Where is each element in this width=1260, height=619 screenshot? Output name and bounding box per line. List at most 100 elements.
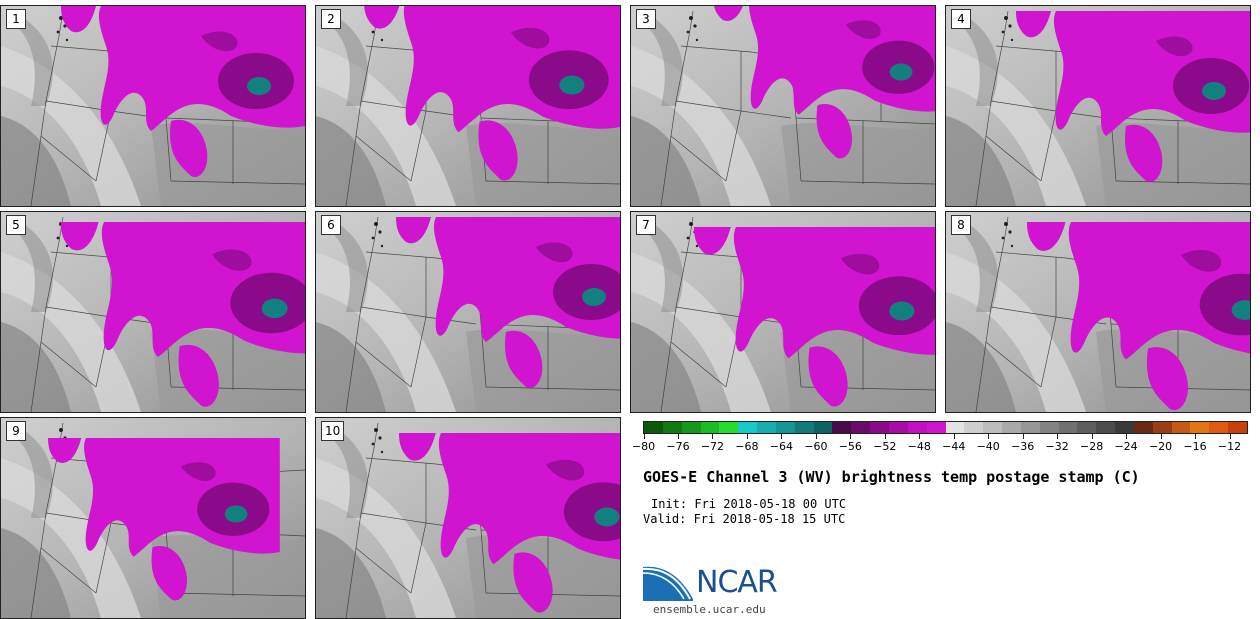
colorbar-swatch [983,422,1003,433]
colorbar-swatch [926,422,946,433]
panel-number-label: 1 [6,9,26,29]
colorbar-tick [712,434,714,439]
colorbar-swatch [794,422,814,433]
wv-map [946,212,1250,412]
colorbar-swatch [757,422,776,433]
colorbar-tick-label: −52 [873,440,897,453]
panel-number-label: 6 [321,215,341,235]
colorbar-swatches [643,421,1248,434]
colorbar-swatch [681,422,701,433]
valid-time: Valid: Fri 2018-05-18 15 UTC [643,512,846,526]
panel-number-label: 3 [636,9,656,29]
panel-number-label: 8 [951,215,971,235]
colorbar-tick-label: −60 [804,440,828,453]
colorbar-tick [815,434,817,439]
colorbar-tick-label: −36 [1011,440,1035,453]
colorbar-tick [1195,434,1197,439]
colorbar-swatch [1115,422,1134,433]
ensemble-member-panel: 9 [0,417,306,619]
colorbar-tick-label: −80 [631,440,656,453]
colorbar-tick [643,434,645,439]
colorbar-tick [884,434,886,439]
colorbar-swatch [851,422,871,433]
colorbar-tick [781,434,783,439]
colorbar-swatch [1190,422,1210,433]
colorbar-tick [919,434,921,439]
colorbar-swatch [888,422,908,433]
colorbar-swatch [644,422,663,433]
colorbar-tick [1057,434,1059,439]
ensemble-member-panel: 10 [315,417,621,619]
colorbar-tick-label: −28 [1080,440,1104,453]
colorbar-swatch [1002,422,1021,433]
wv-map [1,212,305,412]
wv-map [316,6,620,206]
colorbar-tick [988,434,990,439]
colorbar-swatch [775,422,795,433]
ensemble-member-panel: 4 [945,5,1251,207]
colorbar-swatch [907,422,927,433]
colorbar-tick [953,434,955,439]
logo-text: NCAR [696,565,778,600]
colorbar-tick [677,434,679,439]
colorbar-tick-label: −44 [942,440,966,453]
wv-map [316,418,620,618]
wv-map [946,6,1250,206]
colorbar-swatch [1096,422,1116,433]
colorbar-swatch [1077,422,1097,433]
plot-title: GOES-E Channel 3 (WV) brightness temp po… [643,468,1140,486]
panel-number-label: 5 [6,215,26,235]
wv-map [631,6,935,206]
ensemble-member-panel: 6 [315,211,621,413]
colorbar-swatch [870,422,889,433]
ensemble-url-link[interactable]: ensemble.ucar.edu [653,603,766,616]
colorbar-swatch [1058,422,1078,433]
panel-number-label: 2 [321,9,341,29]
colorbar-swatch [1133,422,1153,433]
colorbar-tick [746,434,748,439]
panel-number-label: 10 [321,421,345,441]
ncar-swoosh-icon [643,566,693,601]
colorbar-tick-label: −72 [700,440,725,453]
colorbar-tick-label: −48 [907,440,931,453]
colorbar-swatch [1152,422,1172,433]
colorbar-tick-label: −16 [1183,440,1207,453]
colorbar-swatch [945,422,965,433]
ncar-logo[interactable]: NCAR ensemble.ucar.edu [643,563,793,616]
ensemble-member-panel: 7 [630,211,936,413]
wv-map [631,212,935,412]
colorbar-swatch [1171,422,1191,433]
colorbar-tick-label: −20 [1148,440,1173,453]
colorbar-tick [850,434,852,439]
colorbar-tick-label: −32 [1045,440,1069,453]
wv-map [1,6,305,206]
colorbar-swatch [832,422,852,433]
colorbar-swatch [1209,422,1229,433]
wv-map [316,212,620,412]
colorbar-tick [1160,434,1162,439]
ensemble-member-panel: 1 [0,5,306,207]
colorbar-swatch [700,422,720,433]
colorbar-tick-label: −56 [838,440,862,453]
colorbar-swatch [738,422,758,433]
colorbar-tick-label: −64 [769,440,793,453]
colorbar-tick [1022,434,1024,439]
colorbar-tick-label: −24 [1114,440,1138,453]
colorbar: −80 −76 −72 −68 −64 −60 −56 −52 −48 −44 −40 −36 −32−… [632,421,1248,461]
colorbar-tick-label: −68 [735,440,759,453]
ensemble-member-panel: 5 [0,211,306,413]
colorbar-tick-label: −76 [666,440,690,453]
colorbar-tick [1091,434,1093,439]
panel-number-label: 4 [951,9,971,29]
colorbar-tick-label: −12 [1217,440,1242,453]
colorbar-tick-label: −40 [976,440,1000,453]
colorbar-swatch [813,422,833,433]
colorbar-swatch [1228,422,1247,433]
ensemble-member-panel: 8 [945,211,1251,413]
wv-map [1,418,305,618]
colorbar-swatch [964,422,984,433]
colorbar-swatch [662,422,682,433]
panel-number-label: 7 [636,215,656,235]
ensemble-member-panel: 3 [630,5,936,207]
init-time: Init: Fri 2018-05-18 00 UTC [651,497,847,511]
